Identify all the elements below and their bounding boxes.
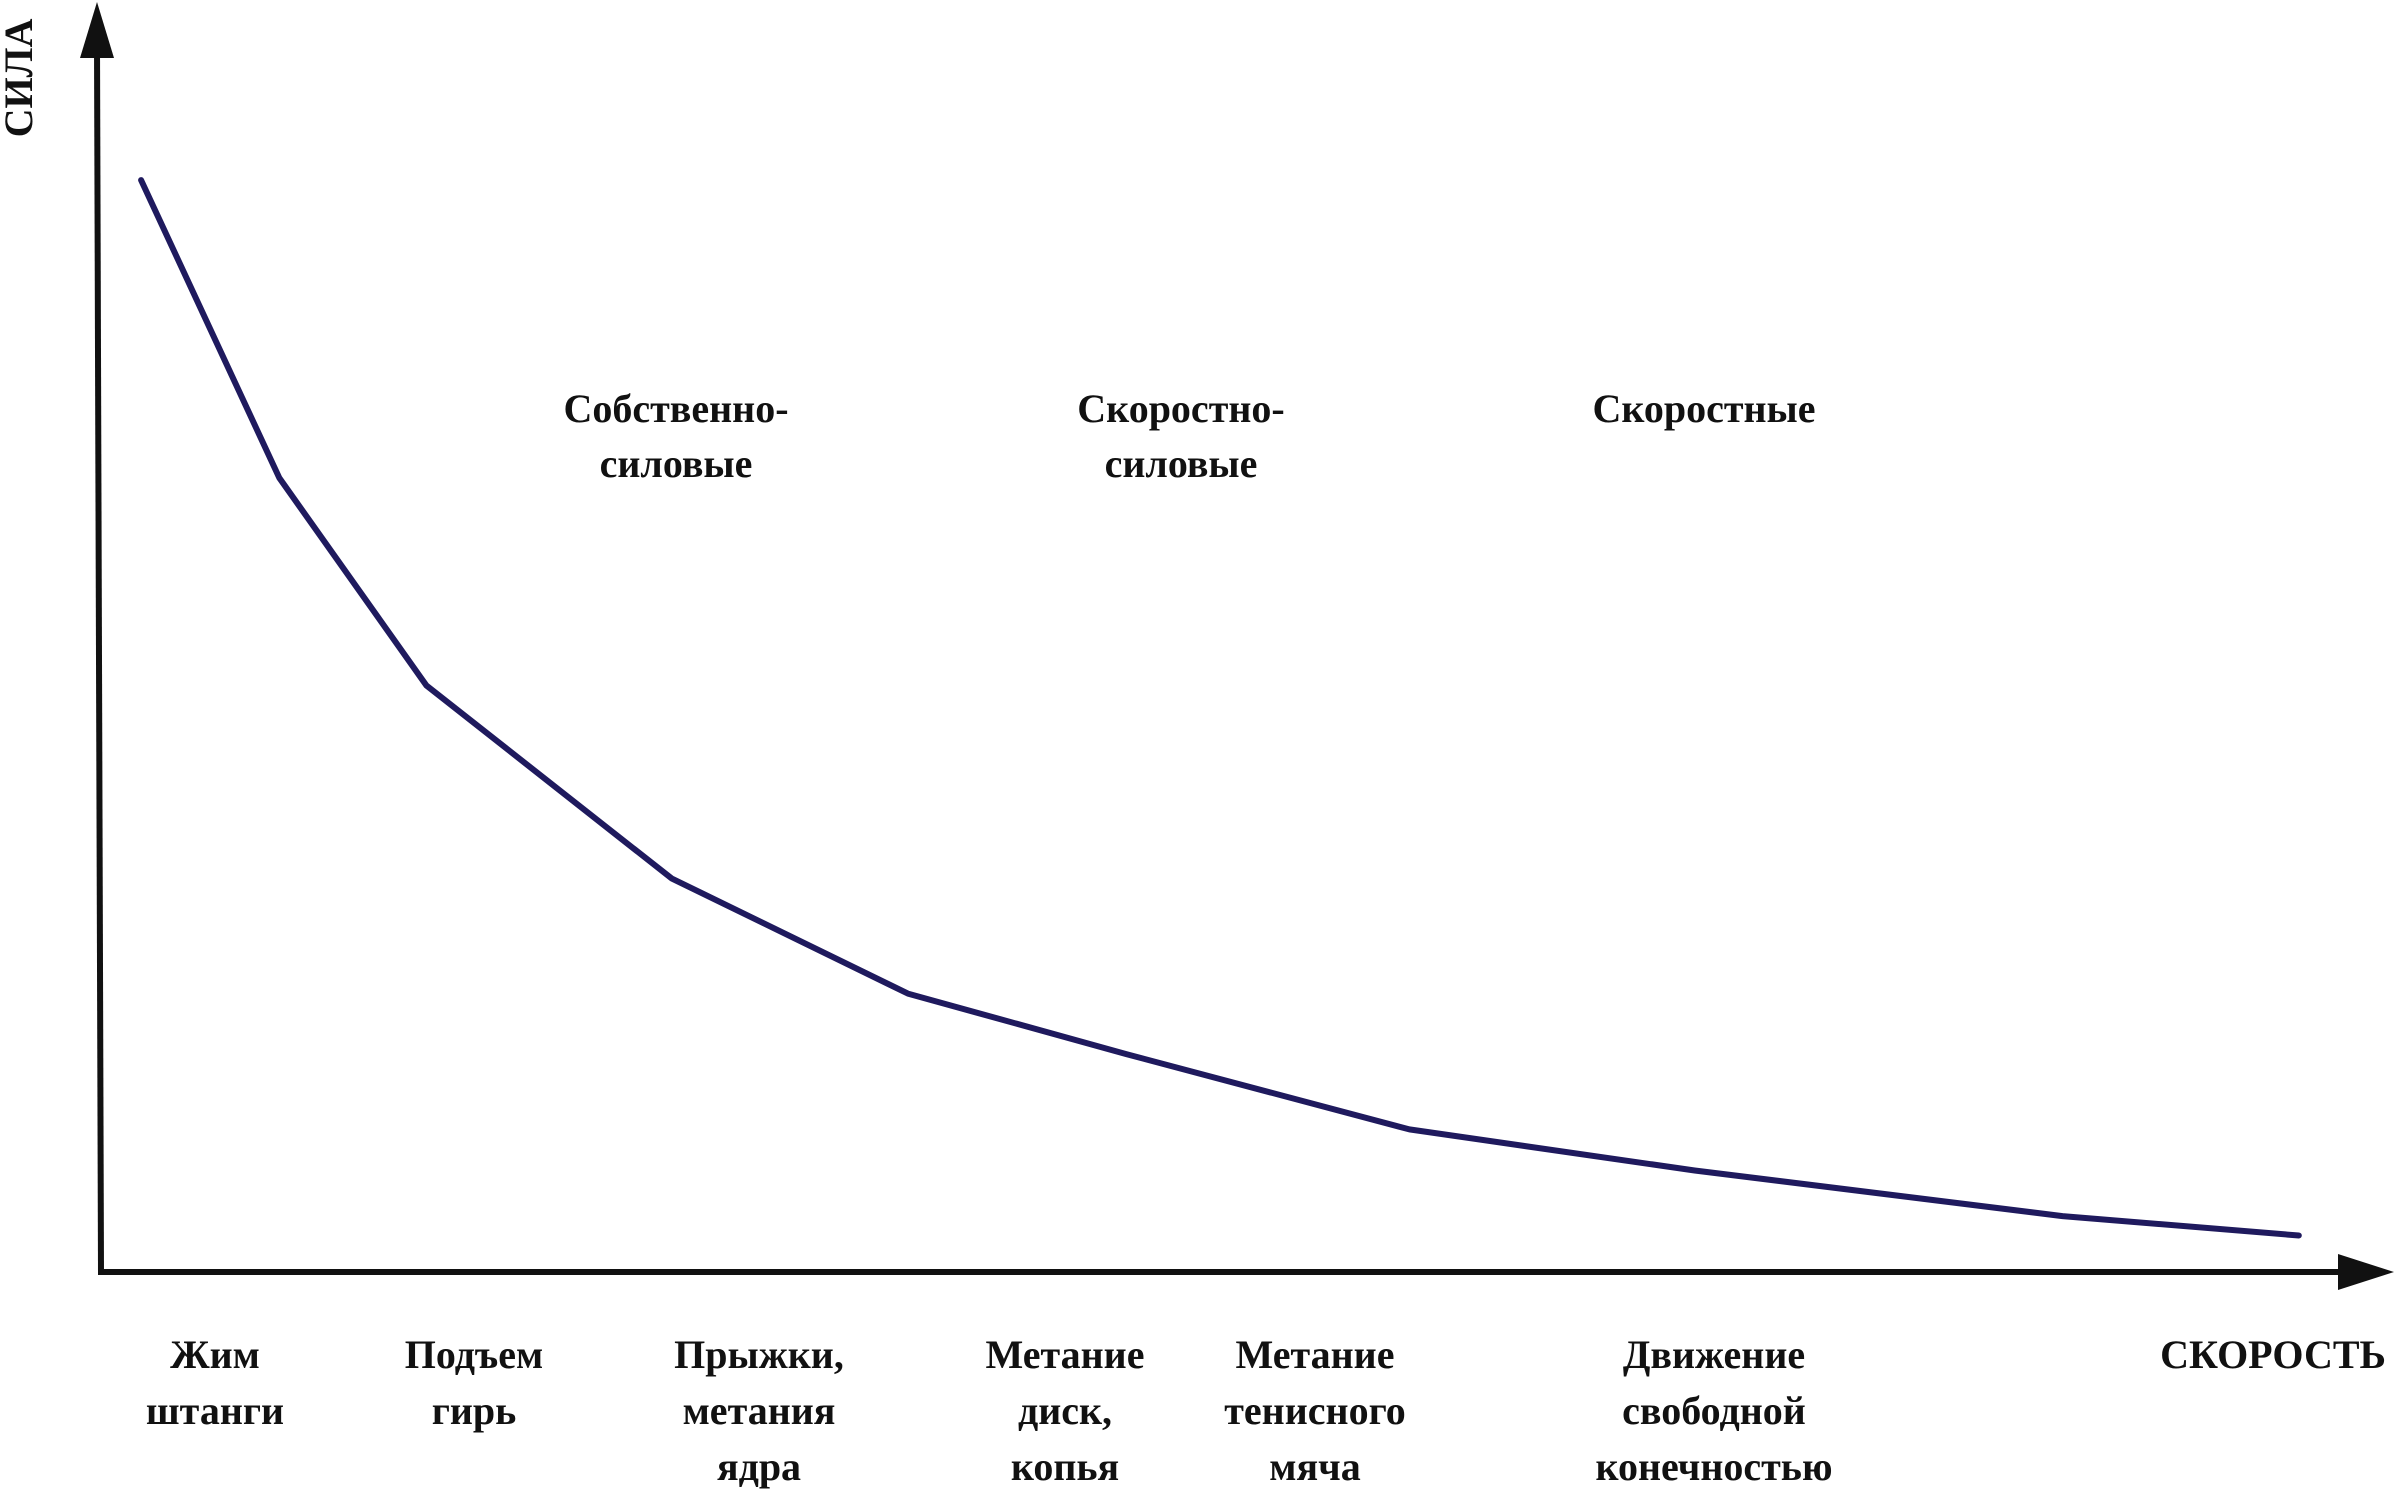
zone-label-1-line-2: силовые: [600, 441, 753, 486]
category-label-3-line-2: метания: [683, 1388, 836, 1433]
y-axis-label: СИЛА: [0, 19, 41, 138]
category-label-3-line-3: ядра: [717, 1444, 801, 1489]
category-label-2-line-1: Подъем: [405, 1332, 544, 1377]
category-label-6-line-2: свободной: [1622, 1388, 1806, 1433]
category-label-5-line-2: тенисного: [1224, 1388, 1405, 1433]
x-axis-label: СКОРОСТЬ: [2160, 1332, 2386, 1377]
force-velocity-curve: [138, 177, 2302, 1239]
category-label-3-line-1: Прыжки,: [674, 1332, 844, 1377]
zone-label-2-line-2: силовые: [1105, 441, 1258, 486]
y-axis-arrowhead: [80, 2, 114, 58]
category-label-4-line-2: диск,: [1018, 1388, 1112, 1433]
category-label-5-line-1: Метание: [1236, 1332, 1395, 1377]
category-label-6-line-1: Движение: [1623, 1332, 1805, 1377]
category-label-1-line-1: Жим: [170, 1332, 260, 1377]
category-label-5-line-3: мяча: [1269, 1444, 1360, 1489]
category-label-1-line-2: штанги: [146, 1388, 284, 1433]
x-axis-arrowhead: [2338, 1254, 2394, 1290]
category-label-4-line-3: копья: [1011, 1444, 1119, 1489]
zone-label-3-line-1: Скоростные: [1592, 386, 1815, 431]
category-label-2-line-2: гирь: [432, 1388, 517, 1433]
category-label-4-line-1: Метание: [986, 1332, 1145, 1377]
category-label-6-line-3: конечностью: [1595, 1444, 1832, 1489]
zone-label-1-line-1: Собственно-: [563, 386, 788, 431]
zone-label-2-line-1: Скоростно-: [1077, 386, 1284, 431]
y-axis: [94, 44, 104, 1275]
